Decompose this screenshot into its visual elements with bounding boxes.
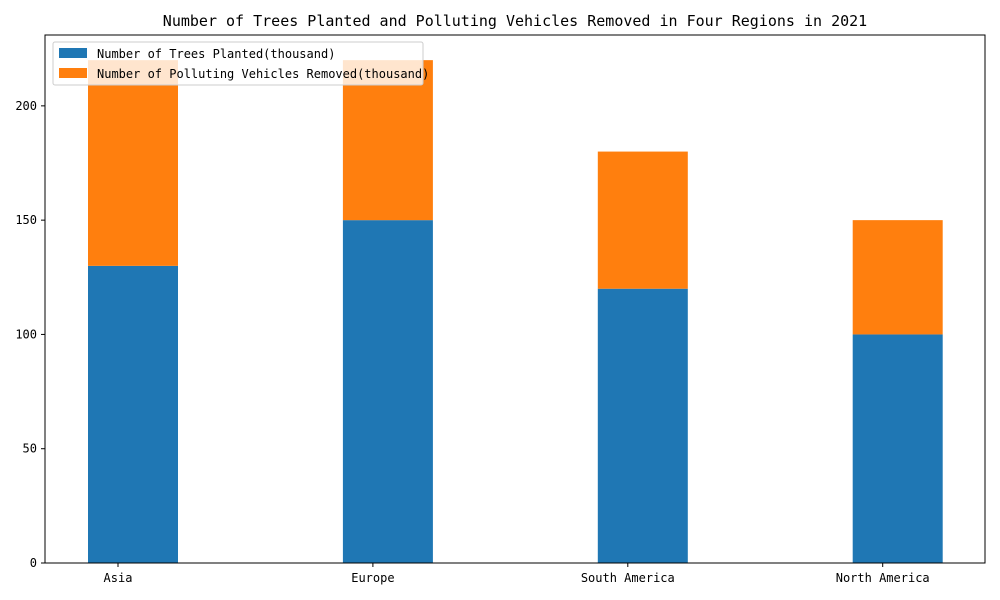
y-axis: 0 50 100 150 200 [15,99,45,570]
y-tick-label: 200 [15,99,37,113]
bars [88,60,943,563]
x-tick-label-south-america: South America [581,571,675,585]
bar-europe-trees [342,220,433,563]
bar-asia-trees [88,265,178,563]
bar-europe-vehicles [342,60,433,221]
x-tick-label-asia: Asia [104,571,133,585]
x-tick-label-north-america: North America [836,571,930,585]
y-tick-label: 150 [15,213,37,227]
legend-swatch-trees [59,48,87,58]
y-tick-label: 100 [15,327,37,341]
legend: Number of Trees Planted(thousand) Number… [52,41,429,86]
y-tick-label: 0 [30,556,37,570]
legend-label-vehicles: Number of Polluting Vehicles Removed(tho… [97,67,429,81]
bar-north-america-vehicles [852,220,943,335]
legend-swatch-vehicles [59,68,87,78]
legend-box [52,41,424,86]
bar-south-america-trees [597,288,688,563]
bar-south-america-vehicles [597,151,688,289]
x-tick-label-europe: Europe [351,571,394,585]
bar-north-america-trees [852,334,943,563]
x-axis: Asia Europe South America North America [104,563,930,585]
chart-title: Number of Trees Planted and Polluting Ve… [163,12,867,30]
y-tick-label: 50 [23,442,37,456]
bar-asia-vehicles [88,60,178,266]
plot-frame [44,34,986,564]
legend-label-trees: Number of Trees Planted(thousand) [97,47,335,61]
